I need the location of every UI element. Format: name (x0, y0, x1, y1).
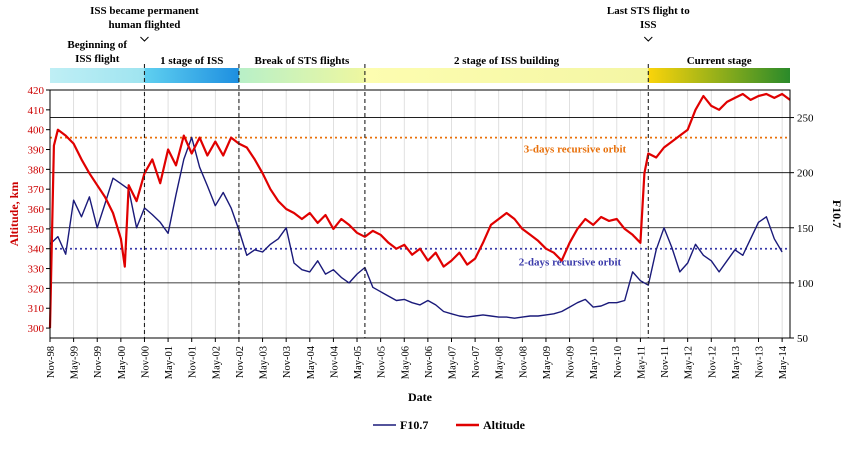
y-left-tick-label: 310 (28, 303, 45, 315)
event-label: Last STS flight to ISS (607, 5, 690, 31)
stage-label: Break of STS flights (254, 55, 350, 67)
x-tick-label: May-09 (542, 346, 553, 379)
y-left-tick-label: 350 (28, 224, 45, 236)
x-tick-label: Nov-03 (282, 346, 293, 378)
x-tick-label: May-13 (731, 346, 742, 379)
x-axis-title: Date (408, 390, 433, 404)
series (48, 92, 791, 329)
stage-band (144, 68, 239, 83)
event-label: ISS became permanent human flighted (90, 5, 199, 31)
x-tick-label: May-10 (589, 346, 600, 379)
y-right-axis-title: F10.7 (830, 200, 844, 228)
stage-label: Current stage (687, 55, 752, 67)
x-tick-label: Nov-99 (93, 346, 104, 378)
x-tick-label: Nov-07 (471, 346, 482, 378)
stage-band (50, 68, 145, 83)
x-tick-label: May-12 (684, 346, 695, 379)
y-left-tick-label: 330 (28, 264, 45, 276)
y-right-tick-label: 100 (797, 278, 814, 290)
x-tick-label: Nov-06 (424, 346, 435, 378)
y-left-tick-label: 380 (28, 164, 45, 176)
x-tick-label: Nov-05 (377, 346, 388, 378)
x-tick-label: Nov-10 (613, 346, 624, 378)
plot-frame (49, 89, 791, 339)
x-tick-label: May-00 (117, 346, 128, 379)
x-tick-label: Nov-02 (235, 346, 246, 378)
x-tick-label: May-11 (636, 346, 647, 379)
stage-label: 2 stage of ISS building (454, 55, 560, 67)
y-right-tick-label: 50 (797, 333, 809, 345)
y-left-tick-label: 400 (28, 125, 45, 137)
x-tick-label: May-99 (70, 346, 81, 379)
x-tick-label: May-06 (400, 346, 411, 379)
x-tick-label: May-07 (447, 346, 458, 379)
stage-label: Beginning of ISS flight (67, 39, 127, 65)
x-tick-label: Nov-13 (755, 346, 766, 378)
x-tick-label: May-04 (306, 345, 317, 379)
y-left-axis-title: Altitude, km (7, 182, 21, 247)
event-lines: ISS became permanent human flighted Last S… (90, 5, 690, 338)
x-tick-label: May-05 (353, 346, 364, 379)
stage-band (648, 68, 790, 83)
series-line-f10-7 (49, 136, 783, 319)
series-line-altitude (48, 92, 791, 329)
stage-band (364, 68, 649, 83)
x-tick-label: Nov-04 (329, 345, 340, 378)
event-arrow (643, 36, 653, 42)
y-left-tick-label: 370 (28, 184, 45, 196)
stage-bar: Beginning of ISS flight 1 stage of ISS Brea… (50, 39, 790, 83)
x-tick-label: Nov-00 (140, 346, 151, 378)
x-tick-label: Nov-08 (518, 346, 529, 378)
grid (49, 90, 790, 339)
y-left-tick-label: 340 (28, 244, 45, 256)
x-tick-label: Nov-11 (660, 346, 671, 378)
x-tick-label: Nov-98 (46, 346, 57, 378)
legend-label: Altitude (483, 418, 526, 432)
y-right-tick-label: 200 (797, 168, 814, 180)
x-tick-label: Nov-01 (188, 346, 199, 378)
y-left-tick-label: 420 (28, 85, 45, 97)
axes: 300 310 320 330 340 350 360 370 380 390 400 410 420 5… (7, 85, 844, 404)
stage-label: 1 stage of ISS (160, 55, 223, 67)
reference-line-label: 3-days recursive orbit (524, 144, 627, 156)
x-tick-label: May-14 (778, 345, 789, 379)
reference-line-label: 2-days recursive orbit (519, 257, 622, 269)
y-left-tick-label: 320 (28, 283, 45, 295)
y-left-tick-label: 300 (28, 323, 45, 335)
y-left-tick-label: 410 (28, 105, 45, 117)
y-right-tick-label: 150 (797, 223, 814, 235)
x-tick-label: May-08 (495, 346, 506, 379)
x-tick-label: May-03 (259, 346, 270, 379)
stage-band (238, 68, 365, 83)
y-left-tick-label: 390 (28, 145, 45, 157)
y-right-tick-label: 250 (797, 113, 814, 125)
legend: F10.7 Altitude (373, 418, 526, 432)
x-tick-label: May-01 (164, 346, 175, 379)
legend-label: F10.7 (400, 418, 428, 432)
x-tick-label: Nov-09 (566, 346, 577, 378)
y-left-tick-label: 360 (28, 204, 45, 216)
x-tick-label: Nov-12 (707, 346, 718, 378)
event-arrow (140, 36, 149, 42)
x-tick-label: May-02 (211, 346, 222, 379)
